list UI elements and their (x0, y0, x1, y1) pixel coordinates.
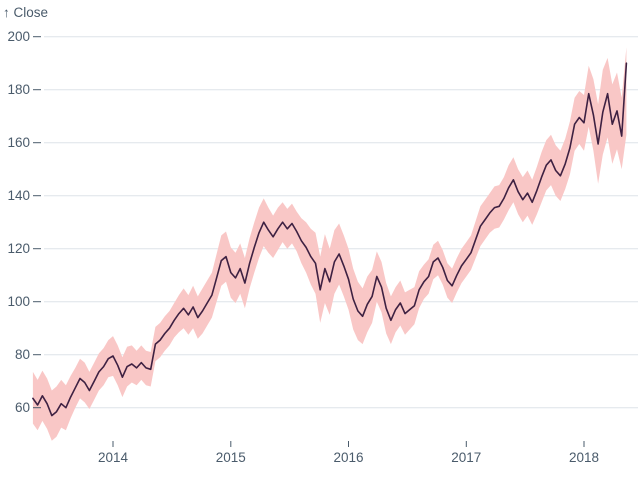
x-tick-label: 2014 (98, 450, 129, 465)
y-tick-label: 160 (7, 135, 30, 150)
y-tick-label: 120 (7, 241, 30, 256)
y-tick-label: 140 (7, 188, 30, 203)
y-tick-label: 200 (7, 29, 30, 44)
y-tick-label: 100 (7, 294, 30, 309)
x-tick-label: 2016 (333, 450, 363, 465)
x-tick-label: 2018 (569, 450, 599, 465)
x-tick-label: 2015 (216, 450, 246, 465)
y-tick-label: 180 (7, 82, 30, 97)
y-axis-title: ↑ Close (3, 5, 49, 20)
close-line (32, 62, 628, 417)
band-area (32, 47, 627, 441)
y-tick-label: 60 (15, 400, 30, 415)
y-tick-label: 80 (15, 347, 30, 362)
x-tick-label: 2017 (451, 450, 481, 465)
